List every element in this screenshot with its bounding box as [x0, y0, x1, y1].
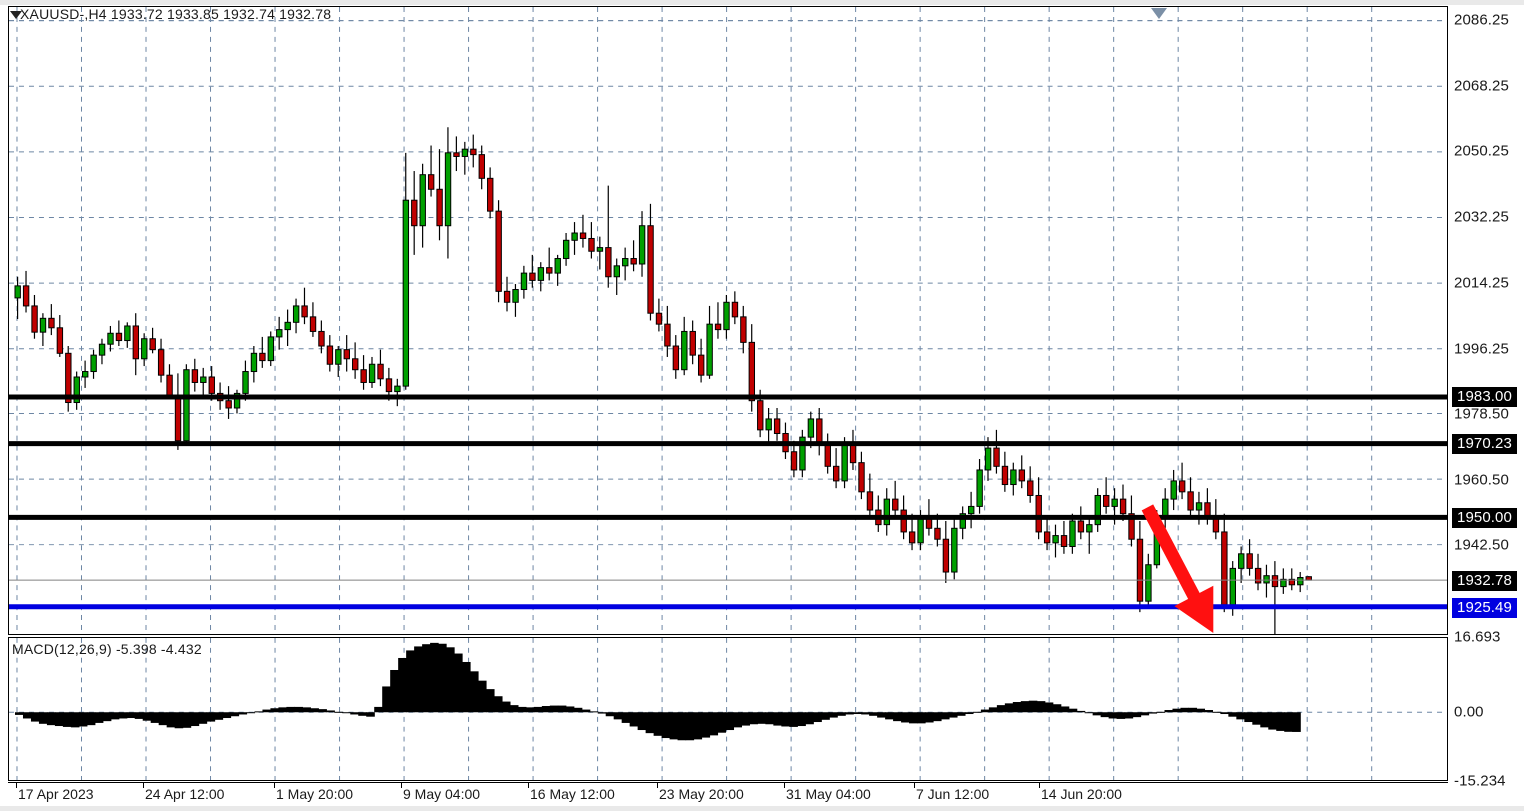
macd-indicator-label: MACD(12,26,9) -5.398 -4.432 [12, 641, 202, 657]
time-axis-label: 17 Apr 2023 [18, 786, 94, 802]
price-axis-label-1960-50: 1960.50 [1454, 471, 1509, 489]
time-axis-tick [143, 783, 144, 788]
time-axis-tick [1039, 783, 1040, 788]
price-chart-pane[interactable] [8, 6, 1448, 635]
price-axis-label-2068-25: 2068.25 [1454, 77, 1509, 95]
time-axis-scale[interactable]: 17 Apr 2023 24 Apr 12:00 1 May 20:00 9 May … [8, 782, 1448, 808]
price-axis-label-1925-49: 1925.49 [1452, 597, 1517, 618]
price-axis-label-1996-25: 1996.25 [1454, 340, 1509, 358]
chart-cursor-marker-icon [1151, 8, 1167, 19]
price-axis-label-1978-50: 1978.50 [1454, 405, 1509, 423]
macd-indicator-pane[interactable] [8, 637, 1448, 781]
price-chart-canvas [9, 7, 1447, 634]
time-axis-label: 31 May 04:00 [786, 786, 871, 802]
time-axis-label: 14 Jun 20:00 [1041, 786, 1122, 802]
time-axis-tick [528, 783, 529, 788]
macd-axis-label-neg15-234: -15.234 [1454, 772, 1506, 790]
time-axis-label: 7 Jun 12:00 [916, 786, 990, 802]
price-axis-label-2086-25: 2086.25 [1454, 11, 1509, 29]
time-axis-tick [16, 783, 17, 788]
time-axis-tick [784, 783, 785, 788]
price-axis-label-1932-78: 1932.78 [1452, 570, 1517, 591]
time-axis-label: 16 May 12:00 [530, 786, 615, 802]
time-axis-tick [274, 783, 275, 788]
time-axis-label: 24 Apr 12:00 [145, 786, 225, 802]
price-axis-label-1970-23: 1970.23 [1452, 433, 1517, 454]
price-axis-label-1942-50: 1942.50 [1454, 536, 1509, 554]
macd-axis-label-0neg00: 0.00 [1454, 703, 1484, 721]
time-axis-tick [401, 783, 402, 788]
time-axis-label: 23 May 20:00 [659, 786, 744, 802]
window-bottom-strip [0, 806, 1524, 811]
macd-axis-label-16neg693: 16.693 [1454, 628, 1501, 646]
window-top-strip [0, 0, 1524, 5]
symbol-ohlc-label: XAUUSD-,H4 1933.72 1933.85 1932.74 1932.… [20, 6, 332, 22]
price-axis-label-2014-25: 2014.25 [1454, 274, 1509, 292]
triangle-down-icon[interactable] [10, 11, 22, 19]
price-axis-scale[interactable]: 2086.25 2068.25 2050.25 2032.25 2014.25 1996.… [1448, 0, 1524, 811]
price-axis-label-1983-00: 1983.00 [1452, 387, 1517, 408]
price-axis-label-2050-25: 2050.25 [1454, 142, 1509, 160]
time-axis-label: 9 May 04:00 [403, 786, 481, 802]
time-axis-tick [914, 783, 915, 788]
price-axis-label-1950-00: 1950.00 [1452, 507, 1517, 528]
macd-chart-canvas [9, 638, 1447, 780]
time-axis-tick [657, 783, 658, 788]
price-axis-label-2032-25: 2032.25 [1454, 208, 1509, 226]
time-axis-label: 1 May 20:00 [276, 786, 354, 802]
